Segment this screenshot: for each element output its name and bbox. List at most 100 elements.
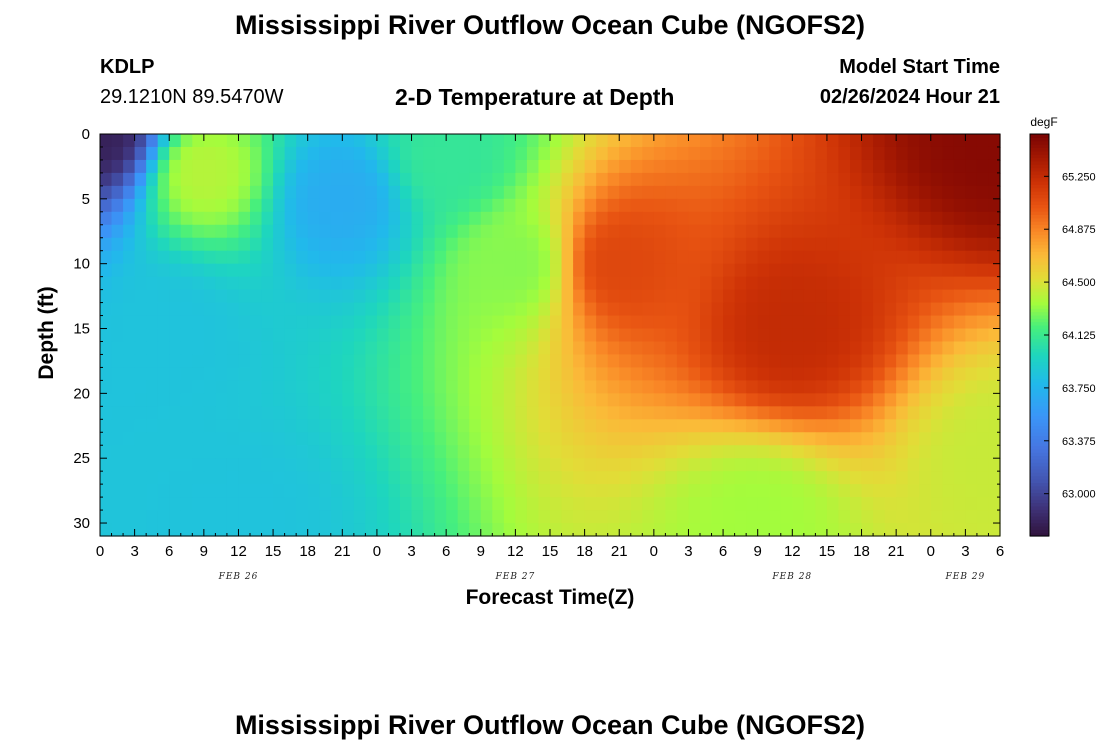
heatmap-cell [192, 458, 205, 472]
heatmap-cell [376, 484, 390, 498]
heatmap-cell [792, 263, 805, 278]
heatmap-cell [353, 458, 366, 472]
heatmap-cell [953, 380, 966, 394]
heatmap-cell [919, 341, 932, 356]
heatmap-cell [688, 341, 701, 356]
heatmap-cell [826, 471, 840, 485]
heatmap-cell [988, 367, 1001, 381]
heatmap-cell [434, 497, 447, 511]
heatmap-cell [169, 237, 182, 252]
heatmap-cell [515, 497, 528, 511]
heatmap-cell [757, 458, 770, 472]
heatmap-cell [400, 172, 413, 187]
heatmap-cell [319, 406, 332, 420]
heatmap-cell [838, 419, 851, 433]
heatmap-cell [884, 211, 897, 226]
heatmap-cell [330, 159, 343, 174]
x-tick-label: 9 [754, 543, 762, 560]
heatmap-cell [838, 250, 851, 265]
y-tick-label: 25 [73, 450, 90, 467]
heatmap-cell [976, 445, 990, 459]
heatmap-cell [976, 159, 990, 174]
heatmap-cell [469, 263, 482, 278]
heatmap-cell [353, 510, 366, 524]
heatmap-cell [296, 134, 309, 148]
heatmap-cell [388, 497, 401, 511]
heatmap-cell [826, 134, 840, 148]
heatmap-cell [376, 523, 390, 537]
heatmap-cell [930, 250, 943, 265]
heatmap-cell [284, 198, 297, 213]
heatmap-cell [157, 354, 170, 369]
heatmap-cell [584, 185, 597, 200]
heatmap-cell [307, 458, 320, 472]
heatmap-cell [388, 367, 401, 381]
heatmap-cell [446, 172, 459, 187]
heatmap-cell [515, 510, 528, 524]
heatmap-cell [480, 134, 493, 148]
heatmap-cell [503, 510, 516, 524]
heatmap-cell [411, 185, 424, 200]
colorbar-segment [1030, 381, 1049, 386]
heatmap-cell [169, 484, 182, 498]
heatmap-cell [734, 380, 747, 394]
heatmap-cell [434, 393, 447, 407]
heatmap-cell [665, 185, 678, 200]
heatmap-cell [388, 250, 401, 265]
heatmap-cell [826, 367, 840, 381]
heatmap-cell [273, 380, 286, 394]
heatmap-cell [157, 250, 170, 265]
heatmap-cell [180, 406, 193, 420]
heatmap-cell [792, 315, 805, 330]
heatmap-cell [907, 185, 920, 200]
heatmap-cell [746, 458, 759, 472]
heatmap-cell [203, 458, 216, 472]
heatmap-cell [965, 198, 978, 213]
heatmap-cell [296, 458, 309, 472]
heatmap-cell [988, 458, 1001, 472]
heatmap-cell [561, 263, 574, 278]
heatmap-cell [850, 393, 863, 407]
x-tick-label: 18 [853, 543, 870, 560]
heatmap-cell [146, 263, 159, 278]
heatmap-cell [561, 406, 574, 420]
heatmap-cell [642, 134, 655, 148]
heatmap-cell [988, 146, 1001, 161]
heatmap-cell [123, 315, 136, 330]
heatmap-cell [884, 380, 897, 394]
heatmap-cell [665, 302, 678, 317]
heatmap-cell [815, 367, 828, 381]
heatmap-cell [734, 250, 747, 265]
heatmap-cell [538, 341, 551, 356]
heatmap-cell [330, 380, 343, 394]
heatmap-cell [457, 237, 470, 252]
heatmap-cell [873, 328, 886, 343]
heatmap-cell [965, 354, 978, 369]
heatmap-cell [100, 224, 113, 239]
heatmap-cell [826, 328, 840, 343]
heatmap-cell [919, 250, 932, 265]
heatmap-cell [792, 432, 805, 446]
heatmap-cell [953, 328, 966, 343]
colorbar-segment [1030, 398, 1049, 403]
colorbar-segment [1030, 237, 1049, 242]
heatmap-cell [492, 497, 505, 511]
heatmap-cell [953, 134, 966, 148]
heatmap-cell [803, 276, 816, 291]
heatmap-cell [353, 185, 366, 200]
heatmap-cell [100, 159, 113, 174]
heatmap-cell [815, 380, 828, 394]
heatmap-cell [826, 497, 840, 511]
heatmap-cell [676, 250, 690, 265]
heatmap-cell [792, 198, 805, 213]
heatmap-cell [284, 419, 297, 433]
heatmap-cell [723, 237, 736, 252]
heatmap-cell [780, 302, 793, 317]
heatmap-cell [561, 159, 574, 174]
heatmap-cell [100, 458, 113, 472]
heatmap-cell [192, 315, 205, 330]
heatmap-cell [723, 263, 736, 278]
heatmap-cell [746, 289, 759, 304]
heatmap-cell [273, 224, 286, 239]
heatmap-cell [319, 250, 332, 265]
